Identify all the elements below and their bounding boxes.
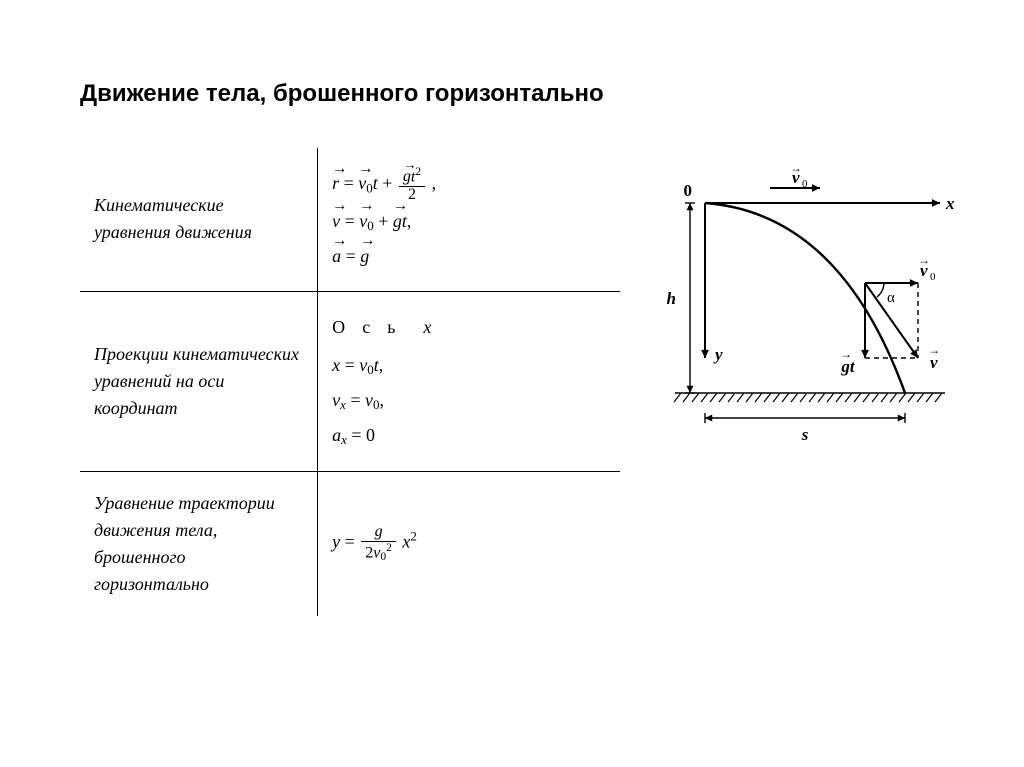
svg-text:→: → xyxy=(928,343,940,357)
diagram-svg: 0xyhsv0→v0→gt→v→α xyxy=(650,168,960,458)
svg-text:α: α xyxy=(887,290,895,306)
row1-description: Проекции кинематических уравнений на оси… xyxy=(80,291,318,471)
row0-description: Кинематические уравнения движения xyxy=(80,148,318,291)
table-row: Уравнение траектории движения тела, брош… xyxy=(80,471,620,616)
svg-text:0: 0 xyxy=(802,178,808,190)
svg-text:0: 0 xyxy=(930,271,936,283)
row2-formulas: y = g2v02 x2 xyxy=(318,471,620,616)
row1-formulas: О с ь xx = v0t,vx = v0,ax = 0 xyxy=(318,291,620,471)
svg-text:h: h xyxy=(667,289,676,308)
svg-text:0: 0 xyxy=(684,181,693,200)
svg-text:x: x xyxy=(945,194,955,213)
page-title: Движение тела, брошенного горизонтально xyxy=(80,80,964,108)
formula-table: Кинематические уравнения движения r = v0… xyxy=(80,148,620,616)
row2-description: Уравнение траектории движения тела, брош… xyxy=(80,471,318,616)
svg-text:y: y xyxy=(713,345,723,364)
content-row: Кинематические уравнения движения r = v0… xyxy=(80,148,964,616)
svg-text:s: s xyxy=(801,425,809,444)
row0-formulas: r = v0t + gt22 ,v = v0 + gt,a = g xyxy=(318,148,620,291)
svg-text:→: → xyxy=(840,347,852,361)
table-row: Кинематические уравнения движения r = v0… xyxy=(80,148,620,291)
svg-text:→: → xyxy=(918,253,930,267)
table-row: Проекции кинематических уравнений на оси… xyxy=(80,291,620,471)
svg-text:→: → xyxy=(790,168,802,175)
trajectory-diagram: 0xyhsv0→v0→gt→v→α xyxy=(620,148,960,463)
